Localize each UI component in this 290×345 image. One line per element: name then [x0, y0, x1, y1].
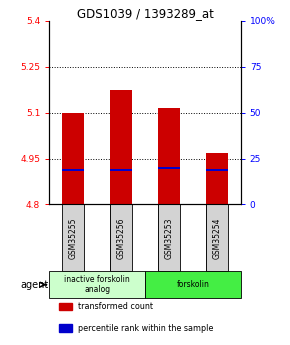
Bar — [62, 205, 84, 271]
Bar — [59, 303, 72, 310]
Text: GSM35253: GSM35253 — [164, 217, 173, 259]
Text: inactive forskolin
analog: inactive forskolin analog — [64, 275, 130, 294]
Bar — [158, 167, 180, 169]
Text: agent: agent — [20, 280, 48, 290]
Text: percentile rank within the sample: percentile rank within the sample — [78, 324, 213, 333]
Bar — [206, 153, 228, 205]
Title: GDS1039 / 1393289_at: GDS1039 / 1393289_at — [77, 7, 213, 20]
Text: GSM35255: GSM35255 — [69, 217, 78, 259]
Bar — [158, 205, 180, 271]
Bar — [206, 205, 228, 271]
Bar — [145, 271, 241, 298]
Bar — [110, 205, 132, 271]
Text: GSM35254: GSM35254 — [212, 217, 221, 259]
Text: GSM35256: GSM35256 — [117, 217, 126, 259]
Bar — [62, 169, 84, 171]
Bar — [206, 169, 228, 171]
Bar — [59, 324, 72, 332]
Bar — [49, 271, 145, 298]
Bar — [62, 112, 84, 205]
Text: transformed count: transformed count — [78, 302, 153, 311]
Bar — [110, 90, 132, 205]
Text: forskolin: forskolin — [176, 280, 209, 289]
Bar — [110, 169, 132, 171]
Bar — [158, 108, 180, 205]
